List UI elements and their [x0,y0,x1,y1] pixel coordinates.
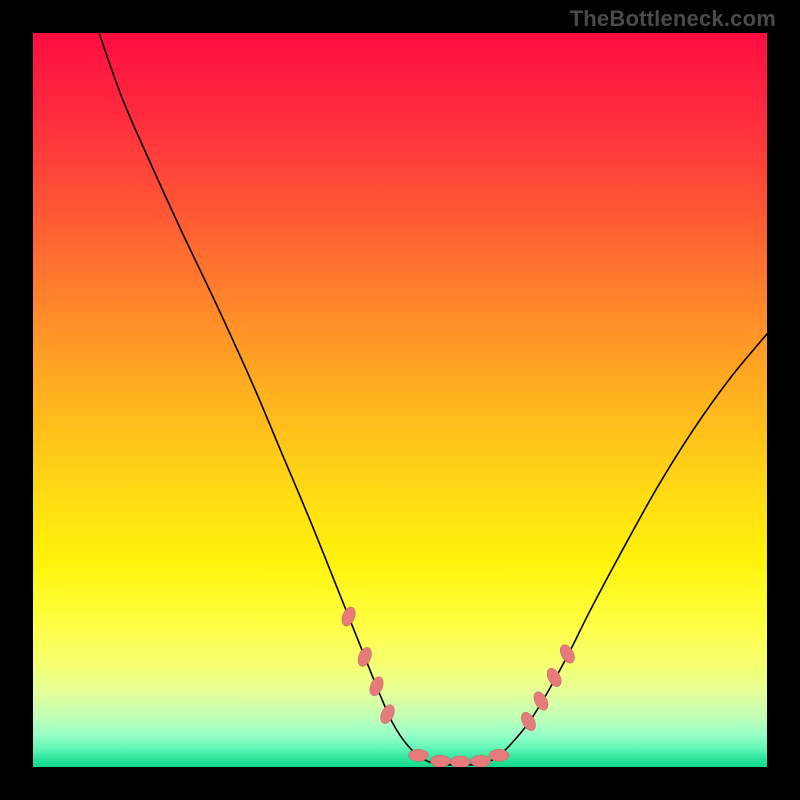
marker-dot [450,756,470,767]
marker-dot [489,749,509,761]
marker-dot [471,755,491,767]
plot-background [33,33,767,767]
marker-dot [430,755,450,767]
watermark-text: TheBottleneck.com [570,6,776,32]
marker-dot [408,749,428,761]
plot-area [33,33,767,767]
chart-frame: TheBottleneck.com [0,0,800,800]
plot-svg [33,33,767,767]
